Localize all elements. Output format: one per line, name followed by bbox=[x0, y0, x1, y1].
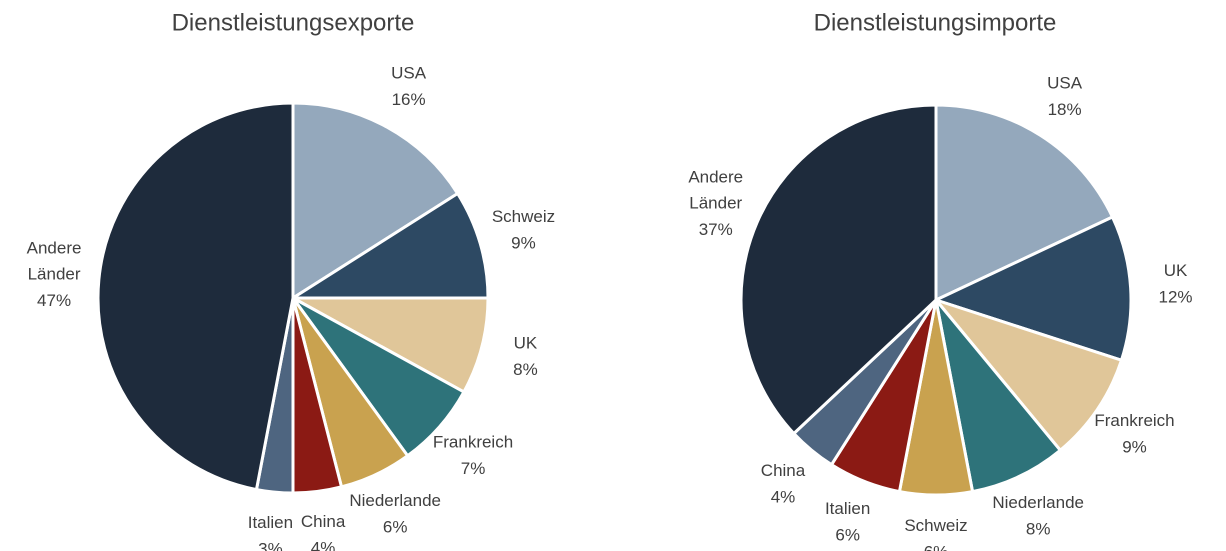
slice-label: China bbox=[301, 513, 346, 532]
value-label: 6% bbox=[835, 526, 860, 545]
slice-label: Schweiz bbox=[904, 516, 967, 535]
pie-slice bbox=[739, 103, 938, 436]
slice-label: Andere Länder bbox=[688, 168, 743, 213]
value-label: 37% bbox=[699, 220, 733, 239]
chart-title: Dienstleistungsexporte bbox=[172, 9, 415, 36]
slice-label: Italien bbox=[248, 513, 293, 532]
value-label: 3% bbox=[258, 539, 283, 551]
slice-label: Italien bbox=[825, 500, 870, 519]
slice-label: Frankreich bbox=[1094, 411, 1174, 430]
value-label: 6% bbox=[924, 542, 949, 551]
pie-slice bbox=[934, 299, 1063, 494]
pie-slice bbox=[291, 101, 460, 301]
value-label: 7% bbox=[461, 459, 486, 478]
slice-label: Niederlande bbox=[992, 494, 1084, 513]
value-label: 4% bbox=[311, 539, 336, 551]
slice-label: Niederlande bbox=[349, 492, 441, 511]
value-label: 12% bbox=[1159, 287, 1193, 306]
slice-label: Schweiz bbox=[492, 208, 555, 227]
value-label: 47% bbox=[37, 291, 71, 310]
value-label: 18% bbox=[1048, 100, 1082, 119]
value-label: 8% bbox=[513, 360, 538, 379]
value-label: 9% bbox=[1122, 437, 1147, 456]
value-label: 9% bbox=[511, 234, 536, 253]
slice-label: China bbox=[761, 461, 806, 480]
chart-title: Dienstleistungsimporte bbox=[814, 9, 1057, 36]
pie-slice bbox=[292, 296, 490, 394]
slice-label: Andere Länder bbox=[27, 239, 82, 284]
value-label: 6% bbox=[383, 518, 408, 537]
pie-slice bbox=[931, 296, 1124, 453]
slice-label: USA bbox=[1047, 74, 1083, 93]
pie-slice bbox=[931, 214, 1133, 363]
slice-label: UK bbox=[1164, 261, 1188, 280]
slice-label: UK bbox=[514, 334, 538, 353]
value-label: 16% bbox=[392, 90, 426, 109]
slice-label: Frankreich bbox=[433, 433, 513, 452]
slice-label: USA bbox=[391, 64, 427, 83]
pie-slice bbox=[287, 191, 490, 300]
value-label: 8% bbox=[1026, 520, 1051, 539]
pie-slice bbox=[934, 103, 1115, 303]
value-label: 4% bbox=[771, 487, 796, 506]
pie-slice bbox=[96, 101, 295, 492]
